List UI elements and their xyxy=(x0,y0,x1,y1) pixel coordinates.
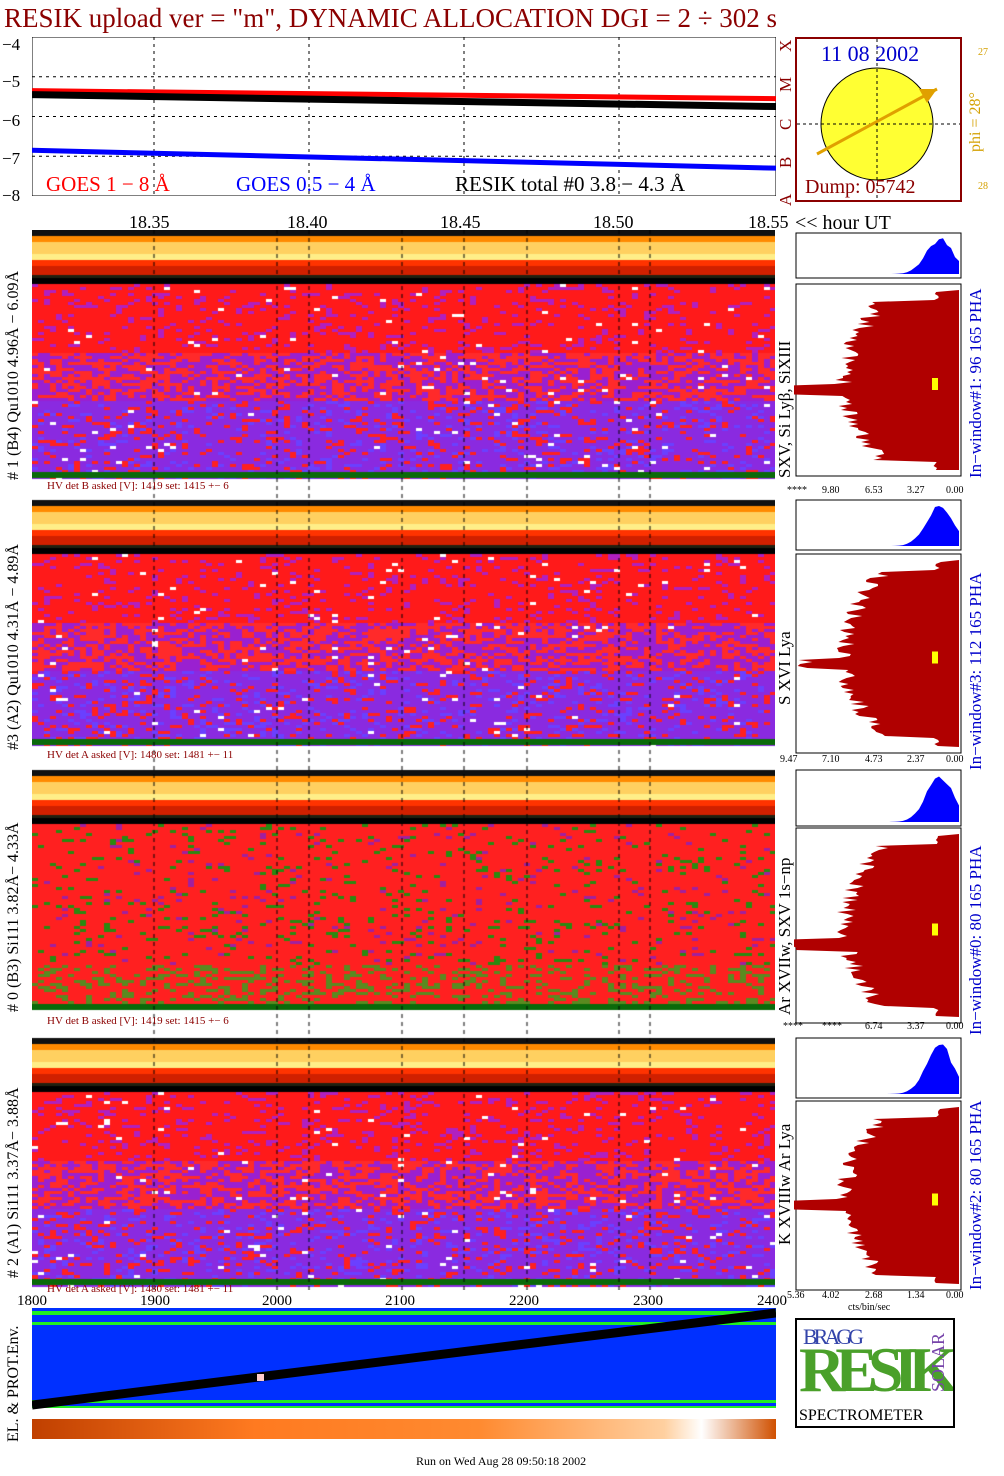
goes-panel xyxy=(32,37,776,196)
time-tick: 18.50 xyxy=(593,212,634,232)
goes-class-c: C xyxy=(776,118,795,130)
scale-unit: cts/bin/sec xyxy=(848,1302,891,1313)
time-tick: 18.40 xyxy=(287,212,328,232)
window-label-2: In−window#2: 80 165 PHA xyxy=(966,1100,985,1290)
scale-tick: 6.53 xyxy=(865,485,883,496)
scale-tick: 0.00 xyxy=(946,754,964,765)
time-tick: 18.35 xyxy=(129,212,170,232)
env-label: EL. & PROT.Env. xyxy=(5,1325,22,1442)
hv-readout-2: HV det A asked [V]: 1480 set: 1481 +− 11 xyxy=(47,1283,234,1295)
scale-tick: 7.10 xyxy=(822,754,840,765)
detector-label-2: # 2 (A1) Si111 3.37Å− 3.88Å xyxy=(5,1087,22,1279)
scale-tick: 2.37 xyxy=(907,754,925,765)
scale-tick: 4.02 xyxy=(822,1290,840,1301)
spectrum-marker xyxy=(932,923,938,936)
pha-histogram xyxy=(799,238,959,274)
scale-tick: **** xyxy=(822,1021,842,1032)
bin-tick: 1900 xyxy=(140,1293,170,1309)
page-title: RESIK upload ver = "m", DYNAMIC ALLOCATI… xyxy=(4,3,778,33)
scale-tick: 9.47 xyxy=(780,754,798,765)
scale-tick: 5.36 xyxy=(787,1290,805,1301)
scale-tick: 1.34 xyxy=(907,1290,925,1301)
sun-dump: Dump: 05742 xyxy=(805,176,916,198)
sun-date: 11 08 2002 xyxy=(821,41,920,66)
sun-phi-label: phi = 28° xyxy=(967,92,984,152)
hv-readout-3: HV det A asked [V]: 1480 set: 1481 +− 11 xyxy=(47,749,234,761)
y-tick-label: −5 xyxy=(2,72,21,91)
pha-histogram xyxy=(799,776,959,822)
legend-goes-blue: GOES 0.5 − 4 Å xyxy=(236,172,376,196)
sun-graphic xyxy=(797,39,960,200)
bin-tick: 2100 xyxy=(385,1293,415,1309)
legend-resik-total: RESIK total #0 3.8 − 4.3 Å xyxy=(455,172,686,196)
spectrum-fill xyxy=(794,834,959,1017)
goes-class-m: M xyxy=(776,76,795,92)
lines-label-1: SXV, Si Lyβ, SiXIII xyxy=(775,340,794,478)
scale-tick: **** xyxy=(783,1021,803,1032)
detector-label-0: # 0 (B3) Si111 3.82Å− 4.33Å xyxy=(5,822,22,1012)
sun-phi-bottom: 28 xyxy=(978,181,988,192)
scale-tick: 2.68 xyxy=(865,1290,883,1301)
goes-plot xyxy=(32,37,776,196)
pha-histogram xyxy=(799,506,959,546)
time-tick: 18.45 xyxy=(440,212,481,232)
detector-label-3: #3 (A2) Qu1010 4.31Å − 4.89Å xyxy=(5,544,22,750)
series-line xyxy=(32,88,776,102)
bin-tick: 2000 xyxy=(262,1293,292,1309)
bin-tick: 2200 xyxy=(509,1293,539,1309)
pha-spectrum-panels xyxy=(794,232,962,1291)
spectrum-fill xyxy=(794,1107,959,1284)
scale-tick: 0.00 xyxy=(946,1290,964,1301)
window-label-1: In−window#1: 96 165 PHA xyxy=(966,288,985,478)
sun-panel: 11 08 2002 Dump: 05742 xyxy=(795,37,962,202)
scale-tick: 9.80 xyxy=(822,485,840,496)
spectrum-marker xyxy=(932,378,938,390)
time-axis-unit: << hour UT xyxy=(795,212,891,234)
bin-tick: 2300 xyxy=(633,1293,663,1309)
goes-class-b: B xyxy=(776,156,795,168)
bin-tick: 2400 xyxy=(757,1293,787,1309)
legend-goes-red: GOES 1 − 8 Å xyxy=(46,172,170,196)
scale-tick: 3.27 xyxy=(907,485,925,496)
lines-label-2: K XVIIIw Ar Lya xyxy=(775,1123,794,1245)
hv-readout-1: HV det B asked [V]: 1419 set: 1415 +− 6 xyxy=(47,480,229,492)
scale-tick: 4.73 xyxy=(865,754,883,765)
window-label-0: In−window#0: 80 165 PHA xyxy=(966,845,985,1035)
lines-label-0: Ar XVIIw, SXV 1s−np xyxy=(775,857,794,1015)
logo-resik: RESIK xyxy=(799,1334,953,1405)
scale-tick: 0.00 xyxy=(946,485,964,496)
lines-label-3: S XVI Lya xyxy=(775,631,794,705)
scale-tick: **** xyxy=(787,485,807,496)
env-panel xyxy=(32,1308,776,1439)
y-tick-label: −4 xyxy=(2,35,21,54)
y-tick-label: −6 xyxy=(2,111,21,130)
series-line xyxy=(32,91,776,111)
run-timestamp: Run on Wed Aug 28 09:50:18 2002 xyxy=(416,1454,587,1468)
sun-phi-top: 27 xyxy=(978,47,988,58)
scale-tick: 3.37 xyxy=(907,1021,925,1032)
resik-logo: BRAGG RESIK SOLAR SPECTROMETER xyxy=(795,1318,955,1428)
goes-class-x: X xyxy=(776,39,795,52)
y-tick-label: −8 xyxy=(2,186,21,205)
spectra-heatmaps xyxy=(32,230,775,1290)
spectrum-marker xyxy=(932,651,938,664)
window-label-3: In−window#3: 112 165 PHA xyxy=(966,572,985,770)
y-tick-label: −7 xyxy=(2,149,21,168)
logo-spectrometer: SPECTROMETER xyxy=(799,1407,924,1424)
bin-tick: 1800 xyxy=(17,1293,47,1309)
spectrum-fill xyxy=(797,560,959,747)
scale-tick: 6.74 xyxy=(865,1021,883,1032)
detector-label-1: # 1 (B4) Qu1010 4.96Å − 6.09Å xyxy=(5,270,22,480)
spectrum-marker xyxy=(932,1193,938,1206)
hv-readout-0: HV det B asked [V]: 1419 set: 1415 +− 6 xyxy=(47,1015,229,1027)
time-tick: 18.55 xyxy=(748,212,789,232)
goes-class-a: A xyxy=(776,193,795,206)
spectrum-fill xyxy=(794,290,959,470)
series-line xyxy=(32,147,776,171)
scale-tick: 0.00 xyxy=(946,1021,964,1032)
logo-solar: SOLAR xyxy=(928,1332,948,1392)
pha-histogram xyxy=(799,1044,959,1094)
logo-bragg: BRAGG xyxy=(803,1324,864,1349)
